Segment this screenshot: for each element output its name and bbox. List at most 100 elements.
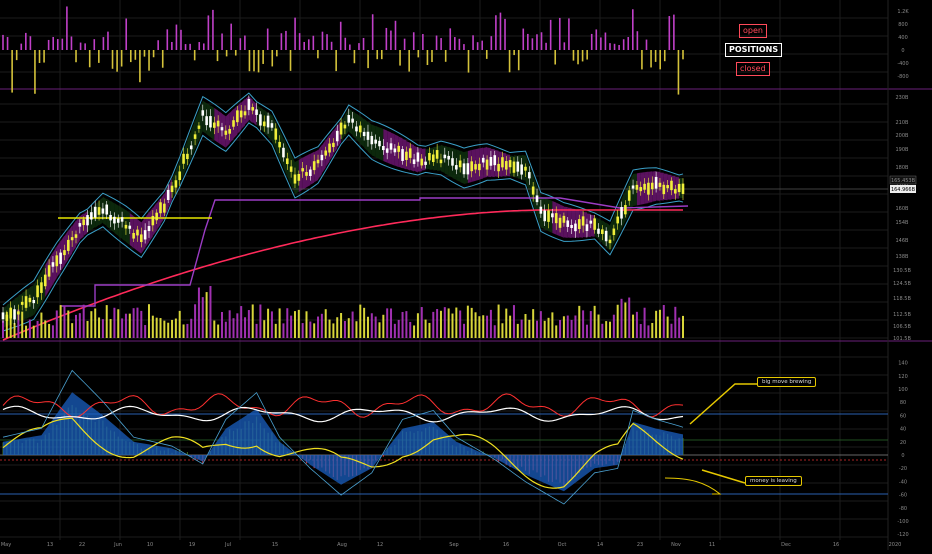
candle-body <box>451 158 454 165</box>
volume-bar <box>175 319 177 338</box>
volume-bar <box>402 312 404 338</box>
last-price-label: 164.966B <box>891 187 916 193</box>
candle-body <box>371 136 374 144</box>
candle-body <box>324 151 327 156</box>
position-bar <box>66 6 68 50</box>
volume-bar <box>548 318 550 338</box>
position-bar <box>650 50 652 67</box>
candle-body <box>21 302 24 305</box>
volume-bar <box>275 324 277 338</box>
position-bar <box>559 18 561 50</box>
position-bar <box>48 40 50 50</box>
position-bar <box>290 50 292 71</box>
volume-bar <box>578 306 580 338</box>
osc-axis-tick: 60 <box>900 413 906 419</box>
price-axis-tick: 106.5B <box>893 324 911 330</box>
osc-hist-bar <box>383 455 384 457</box>
position-bar <box>427 50 429 65</box>
volume-bar <box>571 320 573 338</box>
position-bar <box>568 18 570 50</box>
volume-bar <box>29 320 31 338</box>
position-bar <box>532 38 534 50</box>
position-bar <box>627 37 629 50</box>
volume-bar <box>421 307 423 338</box>
candle-body <box>378 141 381 146</box>
volume-bar <box>582 310 584 338</box>
candle-body <box>386 148 389 152</box>
volume-bar <box>359 305 361 338</box>
date-tick: Jun <box>113 542 122 548</box>
osc-axis-tick: -60 <box>899 493 907 499</box>
position-bar <box>354 50 356 63</box>
candle-body <box>666 185 669 188</box>
position-bar <box>281 33 283 50</box>
volume-bar <box>459 311 461 338</box>
position-bar <box>609 43 611 50</box>
position-bar <box>518 50 520 70</box>
date-tick: 10 <box>147 542 153 548</box>
candle-body <box>255 109 258 115</box>
candle-body <box>355 127 358 132</box>
grid-lines <box>0 0 888 540</box>
position-bar <box>194 50 196 60</box>
volume-bar <box>382 315 384 338</box>
candle-body <box>113 217 116 224</box>
date-tick: Oct <box>558 542 567 548</box>
volume-bar <box>90 311 92 338</box>
candle-body <box>424 162 427 165</box>
volume-bar <box>25 326 27 338</box>
date-tick: 23 <box>637 542 643 548</box>
candle-body <box>6 315 9 321</box>
position-bar <box>276 50 278 56</box>
position-bar <box>326 34 328 50</box>
candle-body <box>213 123 216 128</box>
candle-body <box>490 157 493 166</box>
volume-bar <box>240 306 242 338</box>
band-segment <box>479 148 483 180</box>
candle-body <box>394 148 397 152</box>
position-bar <box>655 50 657 62</box>
candle-body <box>98 207 101 215</box>
volume-bar <box>160 318 162 338</box>
candle-body <box>643 184 646 190</box>
candle-body <box>259 114 262 125</box>
position-bar <box>646 40 648 50</box>
volume-bar <box>413 325 415 338</box>
candle-body <box>405 152 408 160</box>
volume-bar <box>198 288 200 338</box>
position-bar <box>395 21 397 50</box>
volume-bar <box>444 307 446 338</box>
candle-body <box>94 207 97 218</box>
position-bar <box>176 25 178 50</box>
volume-bar <box>613 315 615 338</box>
volume-bar <box>505 309 507 338</box>
position-bar <box>130 50 132 62</box>
date-tick: 22 <box>79 542 85 548</box>
band-segment <box>195 111 199 149</box>
volume-bar <box>313 323 315 338</box>
annotation-big-move: big move brewing <box>757 377 816 387</box>
candle-body <box>578 219 581 229</box>
volume-bar <box>425 320 427 338</box>
candle-body <box>175 180 178 187</box>
volume-bar <box>98 317 100 338</box>
volume-bar <box>309 322 311 338</box>
date-tick: Jul <box>224 542 231 548</box>
candle-body <box>624 205 627 214</box>
candle-body <box>55 255 58 266</box>
osc-axis-tick: 80 <box>900 400 906 406</box>
volume-bar <box>67 311 69 338</box>
position-bar <box>641 50 643 69</box>
candle-body <box>609 240 612 243</box>
volume-bar <box>597 315 599 338</box>
candle-body <box>209 116 212 127</box>
position-bar <box>89 50 91 67</box>
open-label: open <box>739 24 767 38</box>
candle-body <box>282 148 285 158</box>
volume-bar <box>436 309 438 338</box>
volume-bar <box>217 325 219 338</box>
volume-bar <box>417 313 419 338</box>
volume-bar <box>148 304 150 338</box>
position-bar <box>527 34 529 50</box>
volume-bar <box>344 321 346 338</box>
